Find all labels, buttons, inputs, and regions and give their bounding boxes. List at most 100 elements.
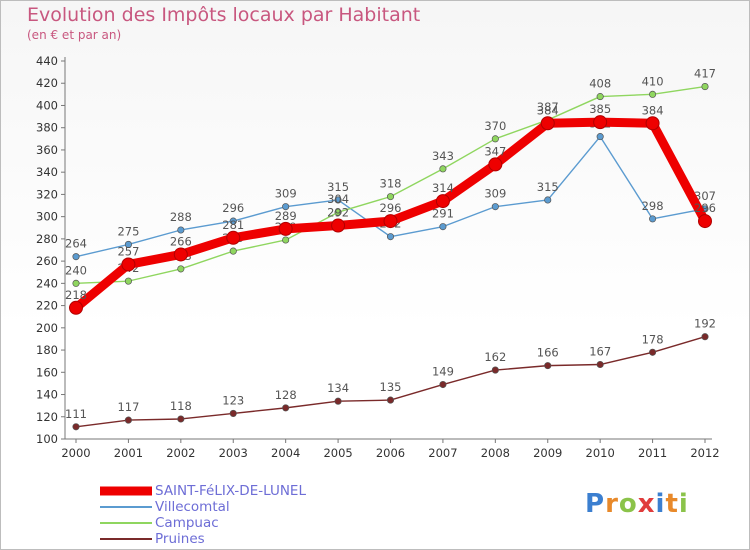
- data-point-2: [72, 279, 80, 287]
- x-tick-label: 2006: [376, 446, 405, 460]
- data-point-1: [386, 233, 395, 241]
- data-label-0: 347: [484, 144, 506, 158]
- logo-letter: r: [605, 489, 619, 519]
- legend-label: Villecomtal: [155, 499, 230, 515]
- data-point-3: [177, 415, 185, 423]
- chart-subtitle: (en € et par an): [27, 28, 122, 42]
- data-label-1: 291: [432, 207, 454, 221]
- data-point-2: [596, 93, 604, 101]
- data-point-2: [334, 208, 342, 216]
- y-tick-label: 100: [36, 432, 58, 446]
- data-point-0: [435, 194, 450, 209]
- y-tick-label: 340: [36, 165, 58, 179]
- data-point-0: [383, 214, 398, 229]
- data-label-3: 149: [432, 365, 454, 379]
- y-tick-label: 260: [36, 254, 58, 268]
- data-label-3: 166: [537, 346, 559, 360]
- data-label-3: 192: [694, 317, 716, 331]
- data-point-1: [282, 203, 290, 211]
- data-point-2: [491, 135, 499, 143]
- data-label-3: 162: [484, 350, 506, 364]
- x-tick-label: 2005: [323, 446, 352, 460]
- data-label-2: 370: [484, 119, 506, 133]
- x-tick-label: 2009: [533, 446, 562, 460]
- data-label-1: 309: [275, 187, 297, 201]
- data-label-1: 315: [327, 180, 349, 194]
- legend-label: SAINT-FéLIX-DE-LUNEL: [155, 483, 306, 499]
- x-tick-label: 2011: [638, 446, 667, 460]
- y-tick-label: 300: [36, 210, 58, 224]
- logo-letter: i: [655, 489, 666, 519]
- data-label-1: 275: [117, 224, 139, 238]
- x-tick-label: 2002: [166, 446, 195, 460]
- data-point-2: [177, 265, 185, 273]
- y-tick-label: 400: [36, 98, 58, 112]
- y-tick-label: 280: [36, 232, 58, 246]
- data-point-0: [69, 300, 83, 315]
- legend-swatch-pruines: [100, 538, 152, 540]
- data-point-1: [124, 240, 132, 248]
- logo-letter: i: [678, 489, 689, 519]
- data-point-3: [439, 380, 447, 389]
- y-tick-label: 380: [36, 121, 58, 135]
- proxiti-logo: Proxiti: [585, 489, 689, 519]
- data-label-2: 417: [694, 67, 716, 81]
- y-tick-label: 440: [36, 54, 58, 68]
- data-point-3: [596, 360, 604, 369]
- data-label-2: 408: [589, 77, 611, 91]
- y-tick-label: 160: [36, 365, 58, 379]
- x-tick-label: 2007: [428, 446, 457, 460]
- data-point-1: [439, 223, 447, 231]
- logo-letter: P: [585, 489, 606, 519]
- data-point-0: [593, 115, 608, 130]
- logo-letter: x: [637, 489, 656, 519]
- legend-label: Pruines: [155, 531, 205, 547]
- data-label-3: 178: [642, 332, 664, 346]
- logo-letter: t: [665, 489, 679, 519]
- data-point-1: [177, 226, 185, 234]
- data-label-0: 292: [327, 206, 349, 220]
- data-point-3: [124, 416, 132, 424]
- x-tick-label: 2000: [61, 446, 90, 460]
- data-label-2: 410: [642, 74, 664, 88]
- data-point-3: [544, 362, 552, 370]
- data-point-3: [72, 423, 80, 431]
- data-label-1: 288: [170, 210, 192, 224]
- data-label-1: 296: [222, 201, 244, 215]
- legend-swatch-campuac: [100, 522, 152, 524]
- data-label-3: 167: [589, 345, 611, 359]
- data-point-0: [226, 230, 241, 245]
- data-point-0: [173, 247, 188, 262]
- logo-letter: o: [618, 489, 638, 519]
- chart-title: Evolution des Impôts locaux par Habitant: [27, 4, 421, 26]
- data-point-0: [121, 257, 136, 272]
- data-point-1: [544, 196, 552, 204]
- data-label-0: 218: [65, 288, 87, 302]
- data-label-0: 385: [589, 102, 611, 116]
- legend-swatch-villecomtal: [100, 506, 152, 508]
- data-label-2: 318: [380, 177, 402, 191]
- data-label-0: 384: [642, 103, 664, 117]
- data-point-1: [72, 253, 80, 261]
- data-label-1: 264: [65, 237, 87, 251]
- data-point-3: [282, 404, 290, 412]
- x-tick-label: 2012: [690, 446, 719, 460]
- data-point-2: [649, 90, 657, 98]
- data-label-0: 296: [694, 201, 716, 215]
- y-tick-label: 420: [36, 76, 58, 90]
- data-label-0: 257: [117, 244, 139, 258]
- data-point-2: [439, 165, 447, 173]
- data-label-0: 296: [380, 201, 402, 215]
- data-point-1: [649, 215, 657, 223]
- data-point-3: [334, 397, 342, 405]
- legend-label: Campuac: [155, 515, 219, 531]
- data-point-2: [229, 247, 237, 255]
- data-point-3: [386, 396, 395, 404]
- data-point-0: [488, 157, 503, 172]
- y-tick-label: 220: [36, 299, 58, 313]
- data-label-1: 315: [537, 180, 559, 194]
- data-point-1: [334, 196, 342, 204]
- data-label-0: 281: [222, 218, 244, 232]
